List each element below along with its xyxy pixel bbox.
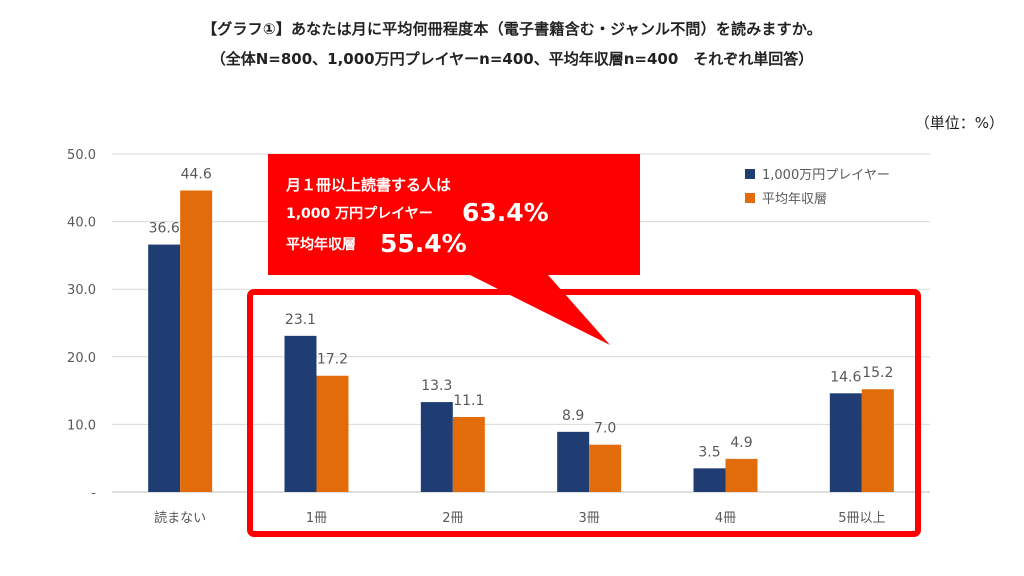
bar	[693, 468, 726, 492]
legend-swatch	[745, 193, 755, 203]
x-tick-label: 5冊以上	[838, 511, 885, 526]
data-label: 23.1	[285, 312, 316, 328]
data-label: 8.9	[562, 408, 584, 424]
x-tick-label: 3冊	[579, 511, 600, 526]
bar	[557, 431, 590, 492]
callout-line3-label: 平均年収層	[286, 236, 356, 253]
callout-line2-value: 63.4%	[462, 198, 549, 227]
callout-line3-value: 55.4%	[380, 229, 467, 258]
callout-line2-label: 1,000 万円プレイヤー	[286, 206, 433, 222]
unit-label: （単位：%）	[914, 114, 1004, 132]
x-tick-label: 読まない	[154, 510, 206, 526]
bar	[316, 375, 349, 492]
y-tick-label: 30.0	[67, 283, 96, 298]
data-label: 14.6	[830, 369, 861, 385]
data-label: 44.6	[181, 167, 212, 183]
bar	[861, 389, 894, 492]
data-label: 13.3	[421, 378, 452, 394]
bar	[829, 393, 862, 492]
chart-subtitle: （全体N=800、1,000万円プレイヤーn=400、平均年収層n=400 それ…	[210, 50, 814, 68]
bar	[589, 444, 622, 492]
bar	[420, 402, 453, 492]
legend-swatch	[745, 169, 755, 179]
y-tick-label: 40.0	[67, 216, 96, 231]
y-tick-label: -	[91, 486, 96, 501]
legend-label: 1,000万円プレイヤー	[762, 168, 890, 183]
highlight-frame	[247, 289, 921, 537]
callout-line1: 月１冊以上読書する人は	[285, 176, 451, 194]
x-tick-label: 2冊	[442, 511, 463, 526]
data-label: 36.6	[149, 221, 180, 237]
data-label: 15.2	[862, 365, 893, 381]
data-label: 11.1	[453, 393, 484, 409]
x-tick-label: 1冊	[306, 511, 327, 526]
callout-bubble	[268, 154, 640, 345]
data-label: 3.5	[698, 444, 720, 460]
bar	[180, 190, 213, 492]
chart-title: 【グラフ①】あなたは月に平均何冊程度本（電子書籍含む・ジャンル不問）を読みますか…	[202, 20, 822, 38]
y-tick-label: 20.0	[67, 351, 96, 366]
y-tick-label: 50.0	[67, 148, 96, 163]
data-label: 7.0	[594, 421, 616, 437]
bar	[148, 244, 181, 492]
bar	[725, 458, 758, 492]
data-label: 17.2	[317, 352, 348, 368]
bar	[284, 335, 317, 492]
x-tick-label: 4冊	[715, 511, 736, 526]
y-tick-label: 10.0	[67, 418, 96, 433]
legend-label: 平均年収層	[762, 192, 827, 207]
bar	[452, 416, 485, 492]
data-label: 4.9	[730, 435, 752, 451]
